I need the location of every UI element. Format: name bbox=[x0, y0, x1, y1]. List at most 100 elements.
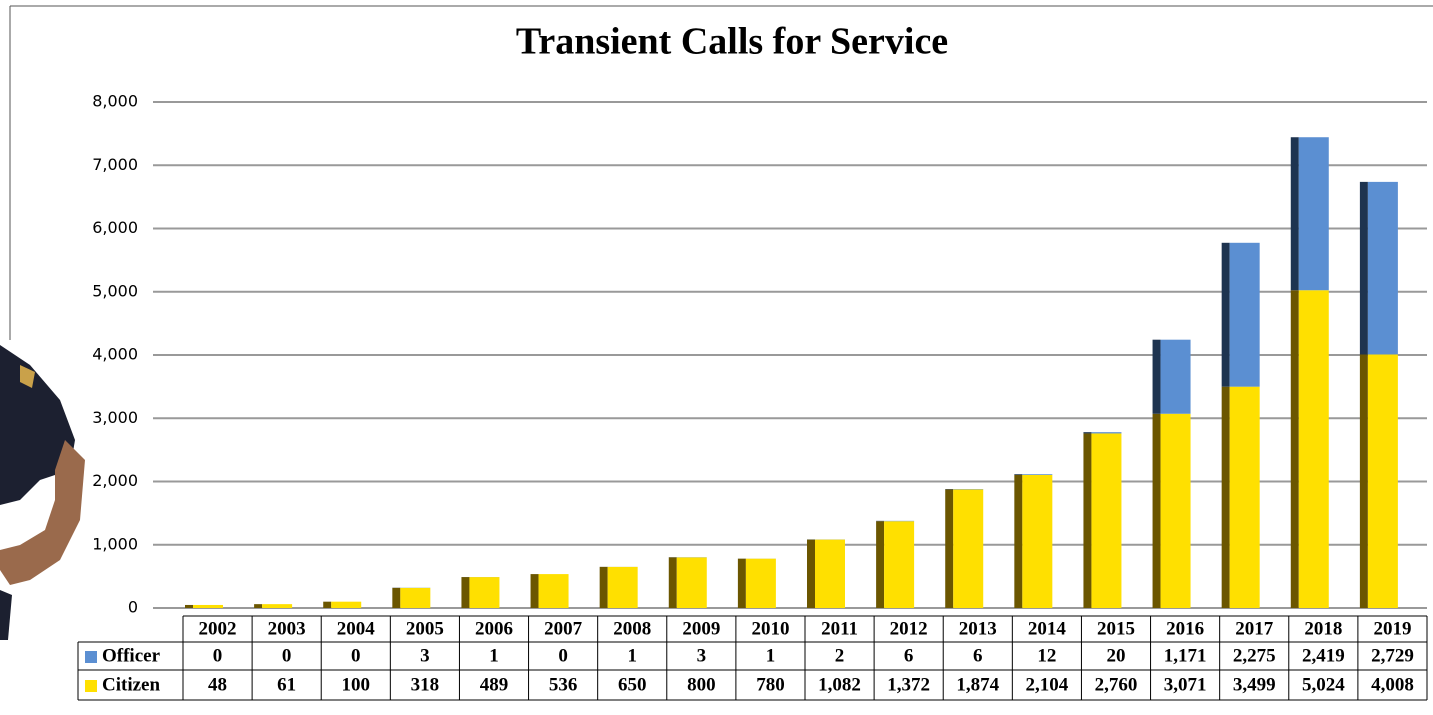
bar bbox=[538, 574, 569, 608]
bar bbox=[1160, 413, 1191, 608]
legend-swatch bbox=[85, 680, 97, 692]
x-tick-label: 2010 bbox=[751, 618, 789, 639]
bar-side bbox=[530, 574, 539, 608]
bar-side bbox=[945, 489, 954, 608]
bar-side bbox=[461, 577, 470, 608]
x-tick-label: 2014 bbox=[1028, 618, 1067, 639]
officer-figure bbox=[0, 345, 85, 640]
table-value: 1 bbox=[489, 645, 499, 666]
y-tick-label: 5,000 bbox=[92, 281, 138, 300]
bar-side bbox=[392, 587, 401, 608]
table-value: 6 bbox=[973, 645, 983, 666]
x-tick-label: 2007 bbox=[544, 618, 583, 639]
bar-side bbox=[1014, 474, 1023, 475]
bar bbox=[953, 489, 984, 608]
bar-side bbox=[1083, 433, 1092, 608]
legend-swatch bbox=[85, 651, 97, 663]
table-value: 6 bbox=[904, 645, 914, 666]
x-tick-label: 2018 bbox=[1304, 618, 1342, 639]
bar-side bbox=[1221, 242, 1230, 387]
bar-side bbox=[323, 601, 332, 608]
table-value: 1,372 bbox=[887, 674, 930, 695]
table-value: 2,760 bbox=[1095, 674, 1138, 695]
bar bbox=[884, 521, 915, 608]
table-value: 12 bbox=[1037, 645, 1056, 666]
table-value: 61 bbox=[277, 674, 296, 695]
bar-side bbox=[185, 604, 193, 608]
table-value: 5,024 bbox=[1302, 674, 1345, 695]
y-tick-label: 4,000 bbox=[92, 345, 138, 364]
table-value: 780 bbox=[756, 674, 785, 695]
table-value: 2 bbox=[835, 645, 845, 666]
bar bbox=[1229, 242, 1260, 387]
bar-side bbox=[737, 558, 746, 608]
table-value: 489 bbox=[480, 674, 509, 695]
table-value: 0 bbox=[213, 645, 223, 666]
x-tick-label: 2017 bbox=[1235, 618, 1274, 639]
bar bbox=[331, 601, 362, 608]
table-value: 318 bbox=[411, 674, 440, 695]
bar-side bbox=[1290, 137, 1299, 291]
x-tick-label: 2005 bbox=[406, 618, 444, 639]
y-tick-label: 2,000 bbox=[92, 471, 138, 490]
table-value: 650 bbox=[618, 674, 647, 695]
chart-title: Transient Calls for Service bbox=[516, 21, 948, 63]
table-value: 3,071 bbox=[1164, 674, 1207, 695]
bar bbox=[1298, 290, 1329, 608]
bar bbox=[815, 539, 845, 608]
bar bbox=[1091, 432, 1122, 434]
table-value: 2,419 bbox=[1302, 645, 1345, 666]
bar bbox=[193, 604, 223, 608]
table-value: 536 bbox=[549, 674, 578, 695]
y-tick-label: 7,000 bbox=[92, 155, 138, 174]
bar-side bbox=[1290, 290, 1299, 608]
table-value: 1 bbox=[627, 645, 637, 666]
bar-side bbox=[1083, 432, 1092, 434]
table-value: 2,275 bbox=[1233, 645, 1276, 666]
table-value: 1,082 bbox=[818, 674, 861, 695]
bar-side bbox=[668, 557, 677, 608]
table-value: 0 bbox=[558, 645, 568, 666]
bar-side bbox=[599, 566, 608, 608]
table-value: 20 bbox=[1107, 645, 1126, 666]
bar-side bbox=[254, 604, 263, 608]
bar bbox=[1367, 181, 1398, 355]
table-value: 800 bbox=[687, 674, 716, 695]
y-tick-label: 0 bbox=[128, 598, 138, 617]
x-tick-label: 2012 bbox=[890, 618, 928, 639]
bar-side bbox=[1152, 339, 1161, 414]
x-tick-label: 2011 bbox=[821, 618, 858, 639]
bar-side bbox=[876, 521, 885, 608]
bar bbox=[1160, 339, 1191, 414]
bar bbox=[1298, 137, 1329, 291]
table-value: 1 bbox=[766, 645, 776, 666]
bar-side bbox=[807, 539, 815, 608]
x-tick-label: 2002 bbox=[199, 618, 237, 639]
x-tick-label: 2013 bbox=[959, 618, 997, 639]
table-value: 3,499 bbox=[1233, 674, 1276, 695]
table-value: 3 bbox=[697, 645, 707, 666]
table-value: 3 bbox=[420, 645, 430, 666]
bar bbox=[1229, 386, 1260, 608]
table-value: 1,874 bbox=[956, 674, 999, 695]
x-tick-label: 2019 bbox=[1373, 618, 1411, 639]
y-tick-label: 6,000 bbox=[92, 218, 138, 237]
bar bbox=[745, 558, 776, 608]
x-tick-label: 2004 bbox=[337, 618, 376, 639]
bar-side bbox=[1359, 354, 1368, 608]
bar bbox=[262, 604, 293, 608]
table-value: 0 bbox=[282, 645, 292, 666]
x-tick-label: 2016 bbox=[1166, 618, 1204, 639]
bar-side bbox=[1152, 413, 1161, 608]
bar-side bbox=[1014, 474, 1023, 608]
table-value: 1,171 bbox=[1164, 645, 1207, 666]
bar bbox=[1091, 433, 1122, 608]
table-value: 0 bbox=[351, 645, 361, 666]
bar-side bbox=[1221, 386, 1230, 608]
x-tick-label: 2015 bbox=[1097, 618, 1135, 639]
table-value: 100 bbox=[342, 674, 371, 695]
bar bbox=[1022, 474, 1053, 608]
bar bbox=[400, 587, 431, 608]
legend-label: Officer bbox=[102, 645, 161, 666]
